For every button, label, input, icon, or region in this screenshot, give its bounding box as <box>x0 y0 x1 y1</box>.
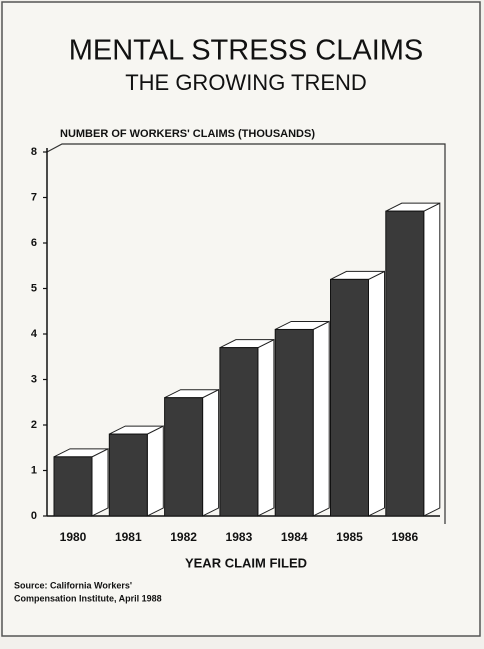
y-tick-label: 0 <box>31 510 37 522</box>
x-tick-label: 1980 <box>60 530 87 544</box>
bar-side <box>91 448 109 517</box>
y-tick-label: 3 <box>31 373 37 385</box>
x-tick-label: 1981 <box>115 530 142 544</box>
y-tick-label: 6 <box>31 237 37 249</box>
bar-side <box>202 388 220 517</box>
bar-side <box>423 202 441 517</box>
bar <box>164 397 204 517</box>
chart-subtitle: THE GROWING TREND <box>125 70 367 95</box>
bar <box>108 433 148 517</box>
bar-side <box>257 338 275 517</box>
source-note: Compensation Institute, April 1988 <box>14 593 162 603</box>
x-tick-label: 1984 <box>281 530 308 544</box>
x-tick-label: 1986 <box>391 530 418 544</box>
x-tick-label: 1983 <box>226 530 253 544</box>
x-axis-label: YEAR CLAIM FILED <box>185 555 307 570</box>
bar-side <box>312 320 330 517</box>
y-axis-label: NUMBER OF WORKERS' CLAIMS (THOUSANDS) <box>60 128 315 140</box>
bar <box>330 278 369 517</box>
y-tick-label: 5 <box>31 282 37 294</box>
bar-side <box>368 270 385 517</box>
x-tick-label: 1982 <box>170 530 197 544</box>
y-tick-label: 2 <box>31 419 37 431</box>
source-note: Source: California Workers' <box>14 580 132 590</box>
bar <box>53 456 93 517</box>
y-tick-label: 4 <box>31 328 38 340</box>
plot-frame <box>46 143 446 524</box>
chart-title: MENTAL STRESS CLAIMS <box>69 35 424 67</box>
bar <box>385 210 425 517</box>
y-tick-label: 7 <box>31 191 37 203</box>
bar <box>219 347 259 517</box>
bar-side <box>146 425 164 517</box>
bar <box>274 328 314 517</box>
x-tick-label: 1985 <box>336 530 363 544</box>
y-tick-label: 1 <box>31 464 37 476</box>
y-tick-label: 8 <box>31 146 37 158</box>
